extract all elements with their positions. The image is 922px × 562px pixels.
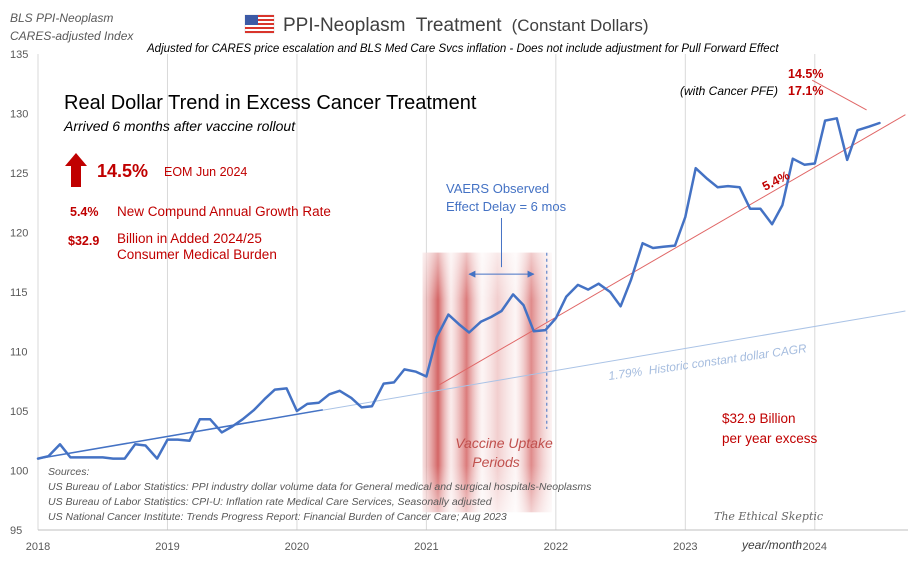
y-tick-label: 120: [10, 228, 28, 240]
panel-pct-note: EOM Jun 2024: [164, 165, 247, 179]
watermark: The Ethical Skeptic: [714, 510, 823, 523]
historic-cagr-label: 1.79% Historic constant dollar CAGR: [607, 341, 807, 383]
y-tick-label: 135: [10, 49, 28, 61]
y-tick-label: 130: [10, 109, 28, 121]
y-tick-label: 110: [10, 347, 28, 359]
pfe-pct: 14.5%: [788, 67, 823, 81]
panel-pct-value: 14.5%: [97, 161, 148, 181]
x-tick-label: 2018: [26, 541, 50, 553]
x-tick-label: 2019: [155, 541, 179, 553]
panel-cagr-note: New Compund Annual Growth Rate: [117, 204, 331, 219]
pfe-callout-line: [811, 79, 867, 111]
pfe-value: 17.1%: [788, 84, 823, 98]
source-label: BLS PPI-Neoplasm: [10, 11, 113, 25]
x-axis-label: year/month: [741, 538, 802, 552]
new-cagr-trend-line: [439, 114, 906, 386]
source-item-2: US Bureau of Labor Statistics: CPI-U: In…: [48, 496, 493, 508]
chart-overlays: [468, 79, 867, 429]
red-up-arrow-icon: [65, 153, 87, 187]
panel-cagr-value: 5.4%: [70, 205, 99, 219]
early-trend-line: [37, 409, 323, 460]
y-tick-label: 105: [10, 406, 28, 418]
panel-headline: Real Dollar Trend in Excess Cancer Treat…: [64, 92, 477, 114]
uptake-label-2: Periods: [472, 454, 519, 470]
vertical-grid: [37, 54, 908, 531]
pfe-label: (with Cancer PFE): [680, 84, 778, 98]
excess-label-2: per year excess: [722, 431, 818, 446]
excess-label-1: $32.9 Billion: [722, 411, 796, 426]
source-item-1: US Bureau of Labor Statistics: PPI indus…: [48, 481, 592, 493]
y-tick-label: 95: [10, 525, 22, 537]
us-flag-icon: [244, 14, 275, 34]
source-item-3: US National Cancer Institute: Trends Pro…: [48, 511, 507, 523]
uptake-label-1: Vaccine Uptake: [455, 435, 553, 451]
x-tick-label: 2022: [544, 541, 568, 553]
chart-title: PPI-Neoplasm Treatment (Constant Dollars): [283, 15, 649, 36]
y-tick-label: 100: [10, 466, 28, 478]
series-line: [36, 117, 881, 460]
vaers-label-1: VAERS Observed: [446, 181, 549, 196]
x-tick-label: 2023: [673, 541, 697, 553]
sources-heading: Sources:: [48, 466, 90, 478]
x-axis-ticks: 2018 2019 2020 2021 2022 2023 2024: [26, 541, 827, 553]
panel-subhead: Arrived 6 months after vaccine rollout: [63, 118, 296, 134]
chart-title-suffix: (Constant Dollars): [512, 16, 649, 35]
chart-title-main: PPI-Neoplasm Treatment: [283, 15, 502, 36]
x-tick-label: 2024: [803, 541, 827, 553]
data-series: [36, 117, 881, 460]
source-sub: CARES-adjusted Index: [10, 29, 134, 43]
y-tick-label: 125: [10, 168, 28, 180]
x-tick-label: 2021: [414, 541, 438, 553]
panel-burden-note-1: Billion in Added 2024/25: [117, 231, 262, 246]
panel-burden-note-2: Consumer Medical Burden: [117, 247, 277, 262]
y-axis-ticks: 95 100 105 110 115 120 125 130 135: [10, 49, 28, 537]
x-tick-label: 2020: [285, 541, 309, 553]
y-tick-label: 115: [10, 287, 28, 299]
vaers-label-2: Effect Delay = 6 mos: [446, 199, 567, 214]
trend-lines: [37, 114, 906, 460]
chart-subtitle: Adjusted for CARES price escalation and …: [146, 43, 779, 55]
panel-burden-value: $32.9: [68, 234, 99, 248]
